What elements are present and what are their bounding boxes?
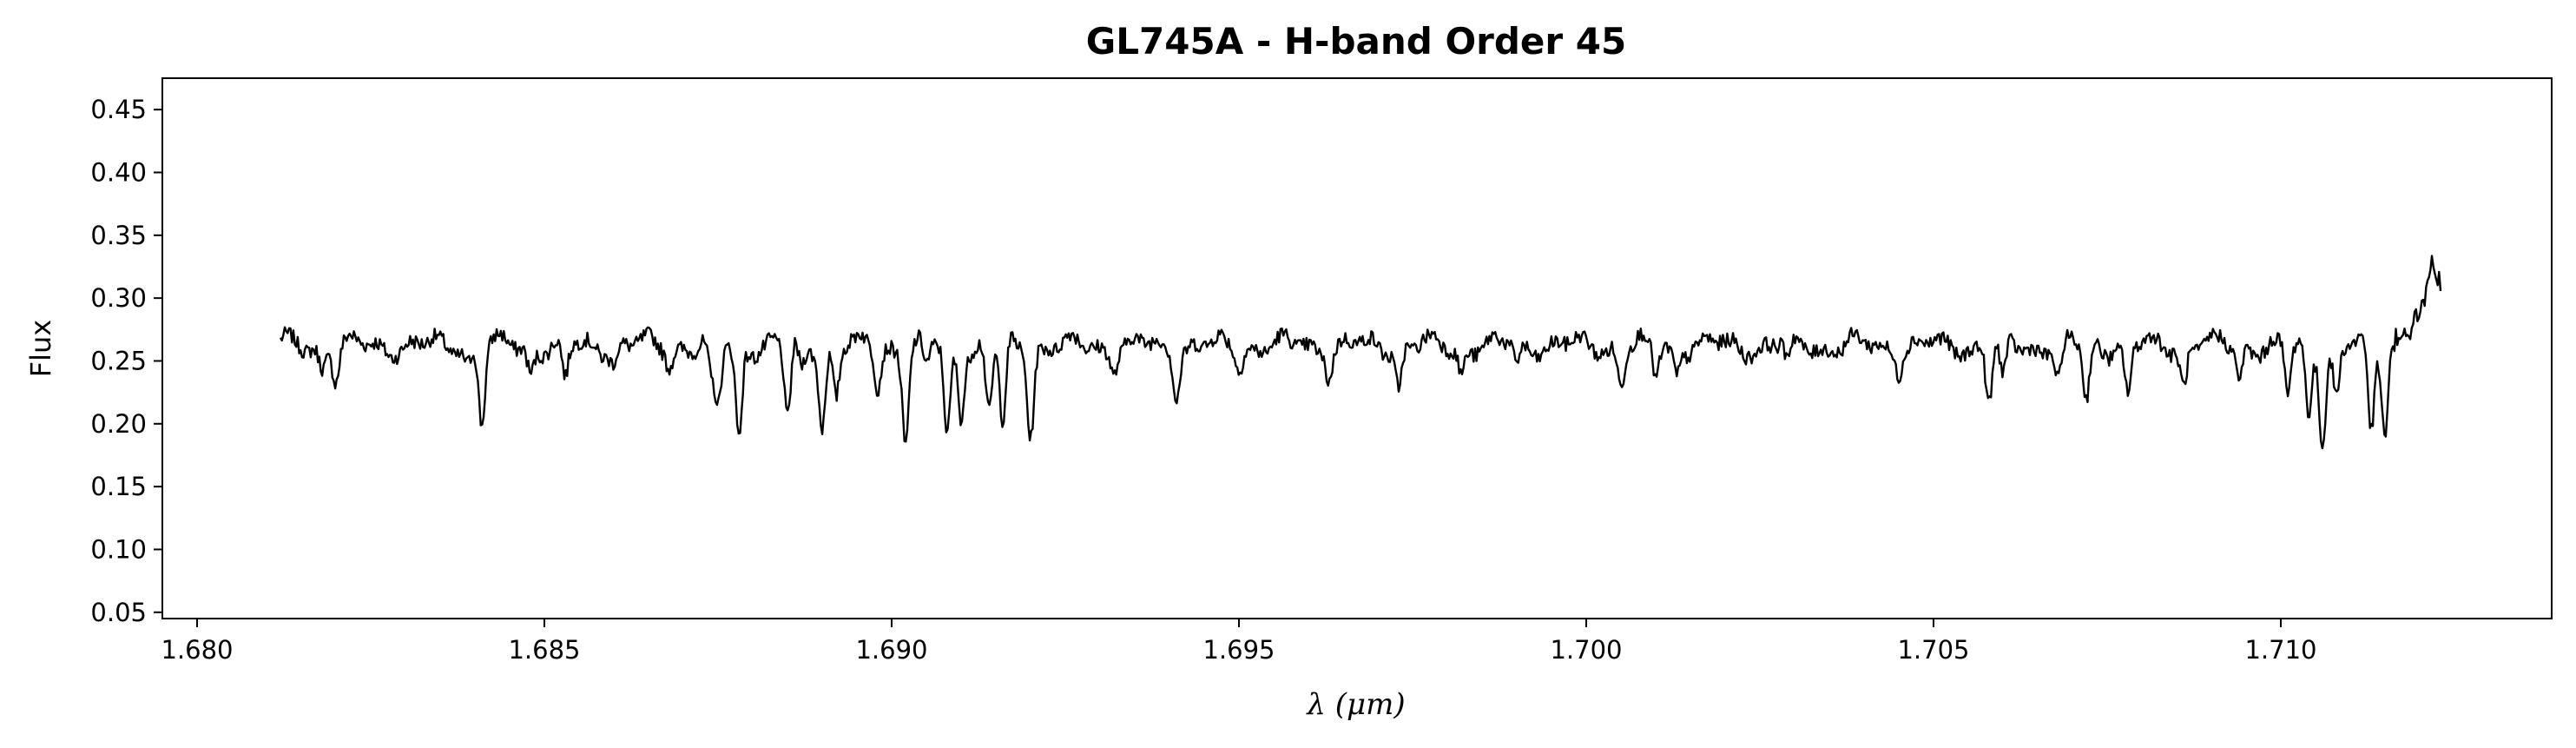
x-tick-label: 1.680 [161,635,233,665]
y-tick-label: 0.35 [90,221,147,250]
y-tick-label: 0.05 [90,598,147,627]
y-tick-label: 0.45 [90,95,147,124]
x-tick-label: 1.705 [1897,635,1969,665]
x-tick-label: 1.685 [508,635,580,665]
y-tick-label: 0.20 [90,409,147,439]
x-tick-label: 1.695 [1202,635,1275,665]
y-tick-label: 0.25 [90,346,147,375]
y-axis: 0.05 0.10 0.15 0.20 0.25 0.30 0.35 0.40 0.45 [90,95,162,627]
y-tick-label: 0.30 [90,283,147,313]
x-tick-label: 1.690 [855,635,927,665]
x-axis: 1.680 1.685 1.690 1.695 1.700 1.705 1.710 [161,619,2317,665]
x-tick-label: 1.700 [1550,635,1622,665]
y-tick-label: 0.10 [90,534,147,564]
y-tick-label: 0.15 [90,472,147,501]
y-tick-label: 0.40 [90,157,147,187]
spectrum-line [279,255,2442,450]
plot-frame [161,77,2553,619]
chart-title: GL745A - H-band Order 45 [1086,20,1626,63]
y-axis-label: Flux [24,320,57,378]
x-axis-label: λ (μm) [1305,687,1405,722]
x-tick-label: 1.710 [2244,635,2316,665]
